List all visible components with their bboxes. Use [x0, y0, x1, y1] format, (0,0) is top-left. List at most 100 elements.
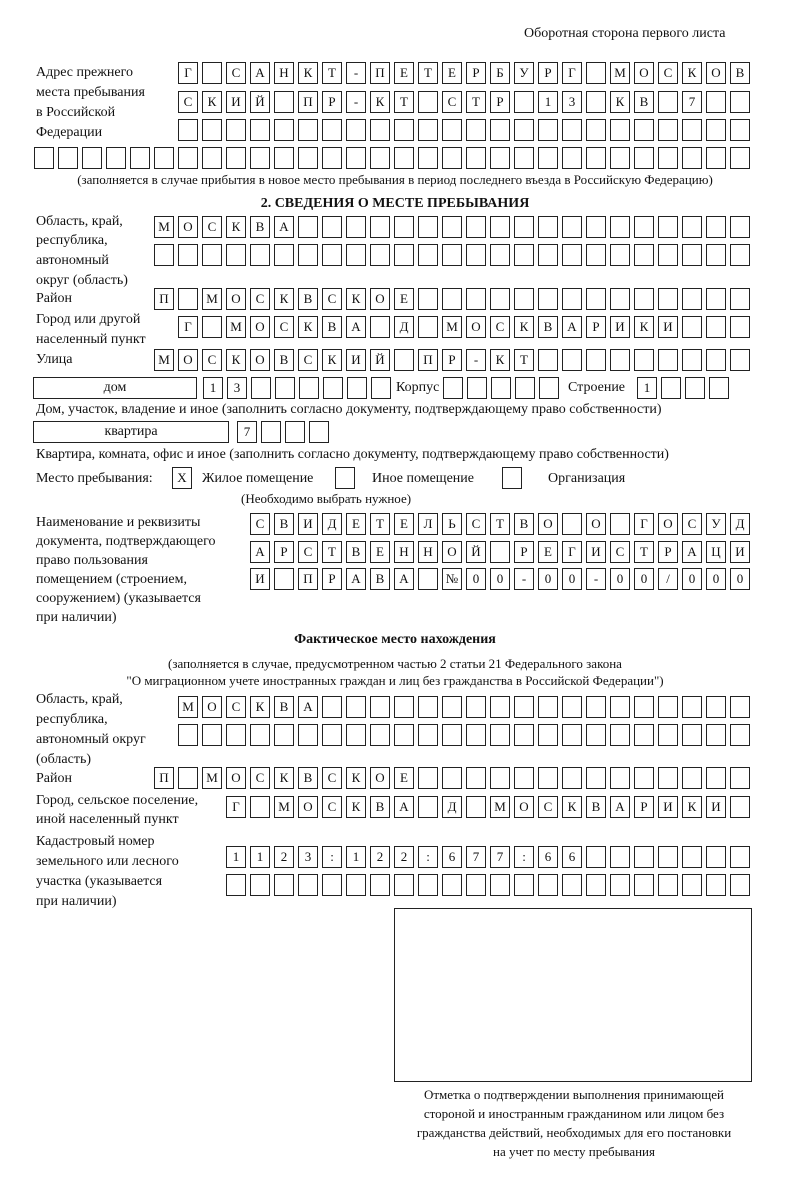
char-box[interactable] [370, 724, 390, 746]
char-box[interactable]: Р [442, 349, 462, 371]
char-box[interactable]: С [202, 349, 222, 371]
char-box[interactable]: О [706, 62, 726, 84]
char-box[interactable] [370, 316, 390, 338]
char-box[interactable]: К [226, 216, 246, 238]
char-box[interactable]: С [226, 62, 246, 84]
char-box[interactable] [586, 119, 606, 141]
char-box[interactable] [226, 874, 246, 896]
char-box[interactable]: Е [346, 513, 366, 535]
char-box[interactable]: : [418, 846, 438, 868]
char-box[interactable]: Н [418, 541, 438, 563]
char-box[interactable] [610, 147, 630, 169]
char-box[interactable] [610, 349, 630, 371]
char-box[interactable] [682, 119, 702, 141]
char-box[interactable]: С [178, 91, 198, 113]
char-box[interactable] [322, 724, 342, 746]
place-checkbox-residential[interactable]: X [172, 467, 192, 489]
char-box[interactable]: 2 [370, 846, 390, 868]
char-box[interactable] [730, 119, 750, 141]
char-box[interactable]: М [226, 316, 246, 338]
char-box[interactable] [418, 874, 438, 896]
char-box[interactable] [610, 846, 630, 868]
char-box[interactable]: М [610, 62, 630, 84]
char-box[interactable]: К [274, 288, 294, 310]
char-box[interactable] [202, 119, 222, 141]
char-box[interactable]: Г [178, 62, 198, 84]
char-box[interactable]: О [370, 288, 390, 310]
char-box[interactable]: С [298, 541, 318, 563]
char-box[interactable]: К [562, 796, 582, 818]
char-box[interactable]: С [322, 288, 342, 310]
char-box[interactable] [275, 377, 295, 399]
char-box[interactable]: К [226, 349, 246, 371]
char-box[interactable]: Р [658, 541, 678, 563]
char-box[interactable]: О [658, 513, 678, 535]
char-box[interactable]: У [706, 513, 726, 535]
char-box[interactable]: Ц [706, 541, 726, 563]
char-box[interactable]: С [538, 796, 558, 818]
char-box[interactable] [658, 767, 678, 789]
char-box[interactable] [298, 119, 318, 141]
char-box[interactable] [298, 244, 318, 266]
char-box[interactable] [442, 216, 462, 238]
char-box[interactable] [538, 244, 558, 266]
char-box[interactable] [154, 147, 174, 169]
char-box[interactable] [346, 147, 366, 169]
char-box[interactable]: П [154, 767, 174, 789]
char-box[interactable]: А [274, 216, 294, 238]
char-box[interactable] [514, 874, 534, 896]
char-box[interactable] [418, 216, 438, 238]
char-box[interactable] [539, 377, 559, 399]
char-box[interactable] [514, 216, 534, 238]
char-box[interactable]: П [370, 62, 390, 84]
char-box[interactable]: 1 [203, 377, 223, 399]
char-box[interactable]: Л [418, 513, 438, 535]
char-box[interactable]: Р [274, 541, 294, 563]
char-box[interactable] [347, 377, 367, 399]
char-box[interactable] [610, 767, 630, 789]
char-box[interactable] [466, 796, 486, 818]
char-box[interactable]: 1 [637, 377, 657, 399]
char-box[interactable]: И [298, 513, 318, 535]
char-box[interactable]: Н [394, 541, 414, 563]
char-box[interactable] [586, 288, 606, 310]
char-box[interactable]: Г [226, 796, 246, 818]
char-box[interactable]: С [658, 62, 678, 84]
char-box[interactable]: К [250, 696, 270, 718]
char-box[interactable] [274, 874, 294, 896]
char-box[interactable] [706, 91, 726, 113]
char-box[interactable] [730, 216, 750, 238]
char-box[interactable] [418, 796, 438, 818]
char-box[interactable] [706, 147, 726, 169]
char-box[interactable] [586, 216, 606, 238]
char-box[interactable] [562, 696, 582, 718]
char-box[interactable]: А [394, 568, 414, 590]
char-box[interactable]: О [514, 796, 534, 818]
char-box[interactable] [299, 377, 319, 399]
char-box[interactable]: С [250, 767, 270, 789]
char-box[interactable] [467, 377, 487, 399]
char-box[interactable] [562, 767, 582, 789]
char-box[interactable] [730, 767, 750, 789]
char-box[interactable]: - [466, 349, 486, 371]
char-box[interactable] [586, 696, 606, 718]
char-box[interactable] [682, 316, 702, 338]
char-box[interactable] [610, 696, 630, 718]
char-box[interactable] [538, 874, 558, 896]
char-box[interactable]: 6 [442, 846, 462, 868]
char-box[interactable] [418, 568, 438, 590]
char-box[interactable]: Е [370, 541, 390, 563]
char-box[interactable] [706, 724, 726, 746]
char-box[interactable] [514, 767, 534, 789]
char-box[interactable] [586, 874, 606, 896]
char-box[interactable]: Р [634, 796, 654, 818]
char-box[interactable] [370, 147, 390, 169]
char-box[interactable] [682, 767, 702, 789]
char-box[interactable] [490, 216, 510, 238]
char-box[interactable]: Ь [442, 513, 462, 535]
char-box[interactable] [250, 724, 270, 746]
char-box[interactable] [370, 216, 390, 238]
char-box[interactable] [106, 147, 126, 169]
char-box[interactable]: В [370, 796, 390, 818]
char-box[interactable]: Г [562, 62, 582, 84]
